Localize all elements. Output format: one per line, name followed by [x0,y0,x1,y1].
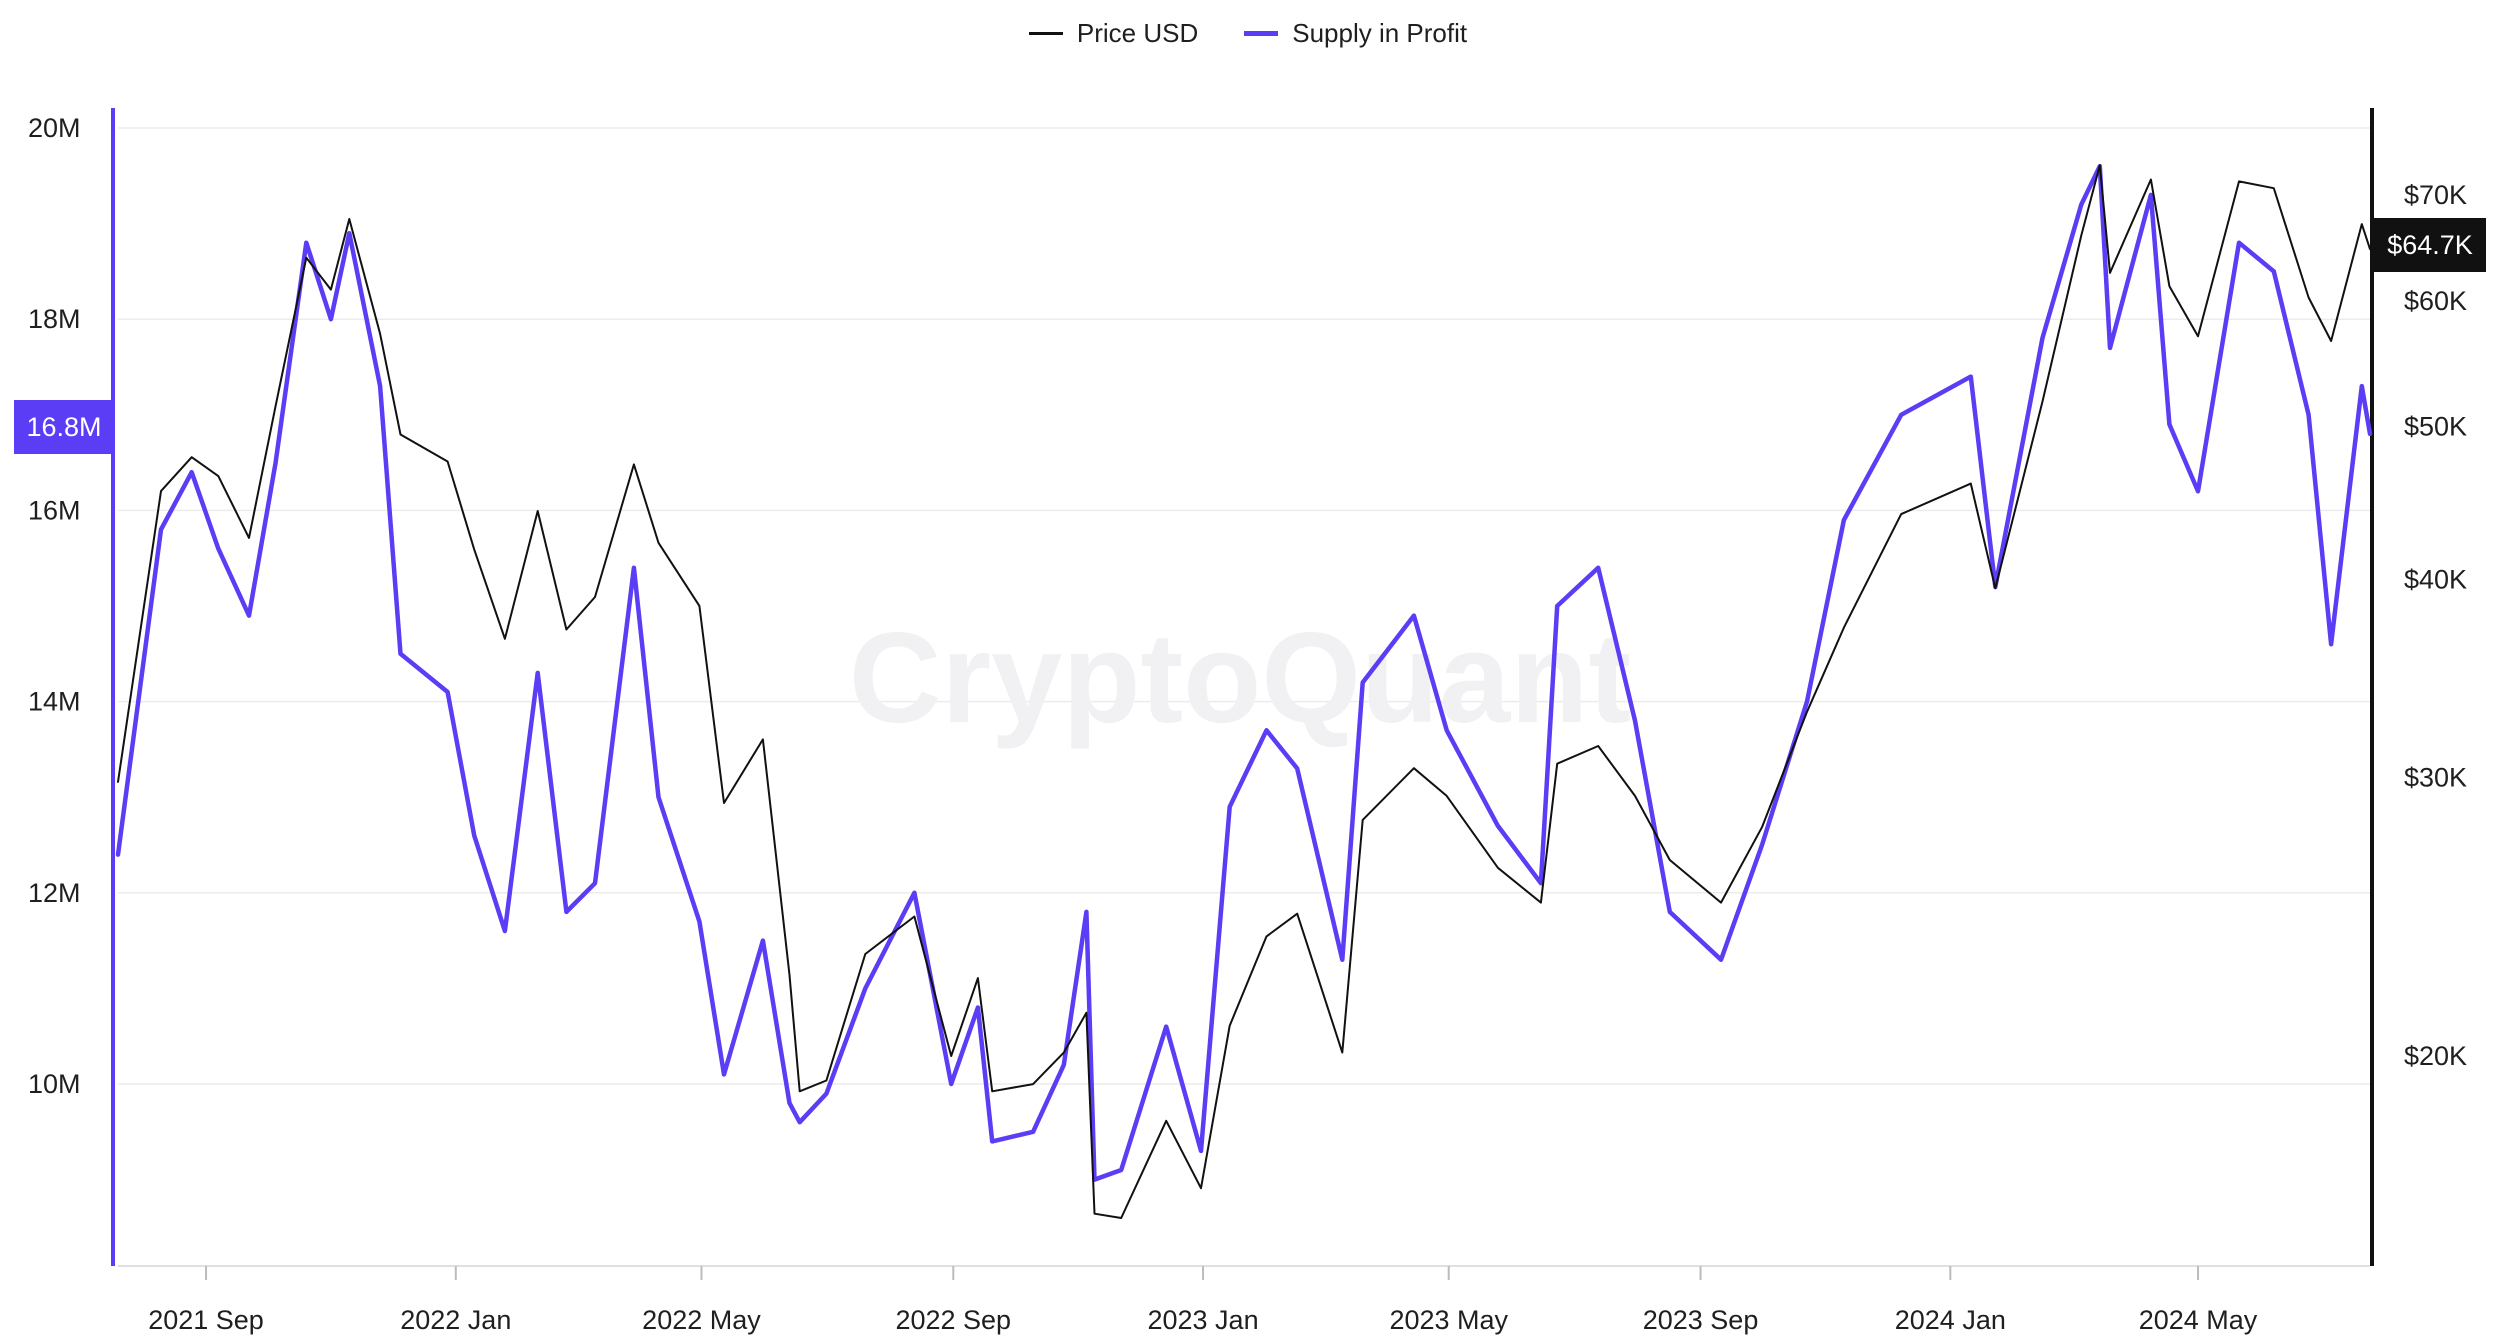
y-right-tick-label: $50K [2404,411,2467,441]
supply-current-badge-bg [14,400,114,454]
legend-item-price[interactable]: Price USD [1028,18,1199,49]
x-tick-label: 2023 Sep [1643,1305,1759,1335]
y-right-tick-label: $40K [2404,565,2467,595]
price-current-badge-bg [2374,218,2486,272]
y-left-tick-label: 18M [28,304,81,334]
legend-item-supply[interactable]: Supply in Profit [1244,18,1467,49]
legend: Price USD Supply in Profit [0,18,2496,49]
y-left-tick-label: 14M [28,687,81,717]
grid-layer [118,127,2370,1085]
y-right-tick-label: $60K [2404,286,2467,316]
y-left-tick-label: 20M [28,113,81,143]
series-layer [115,163,2373,1219]
supply-current-badge: 16.8M [26,412,101,442]
y-right-tick-label: $20K [2404,1041,2467,1071]
y-left-tick-label: 10M [28,1069,81,1099]
legend-swatch-price [1028,32,1063,35]
x-tick-label: 2023 May [1389,1305,1508,1335]
y-right-tick-label: $30K [2404,762,2467,792]
legend-label-supply: Supply in Profit [1292,18,1468,48]
x-tick-label: 2024 Jan [1895,1305,2006,1335]
badge-layer: 16.8M $64.7K [14,218,2486,454]
y-left-tick-label: 12M [28,878,81,908]
y-left-tick-label: 16M [28,495,81,525]
legend-label-price: Price USD [1076,18,1199,48]
watermark: CryptoQuant [849,607,1631,750]
x-tick-label: 2022 Jan [400,1305,511,1335]
x-tick-label: 2023 Jan [1147,1305,1258,1335]
x-tick-label: 2021 Sep [148,1305,264,1335]
y-right-tick-label: $70K [2404,180,2467,210]
x-tick-label: 2024 May [2139,1305,2258,1335]
series-line-price-usd [117,164,2371,1219]
legend-swatch-supply [1244,31,1279,36]
x-tick-label: 2022 May [642,1305,761,1335]
x-tick-label: 2022 Sep [895,1305,1011,1335]
series-line-supply-in-profit [115,163,2373,1182]
price-current-badge: $64.7K [2387,230,2473,260]
axes-layer: 10M 12M 14M 16M 18M 20M $20K $30K $40K $50K $60K $7… [28,108,2467,1335]
